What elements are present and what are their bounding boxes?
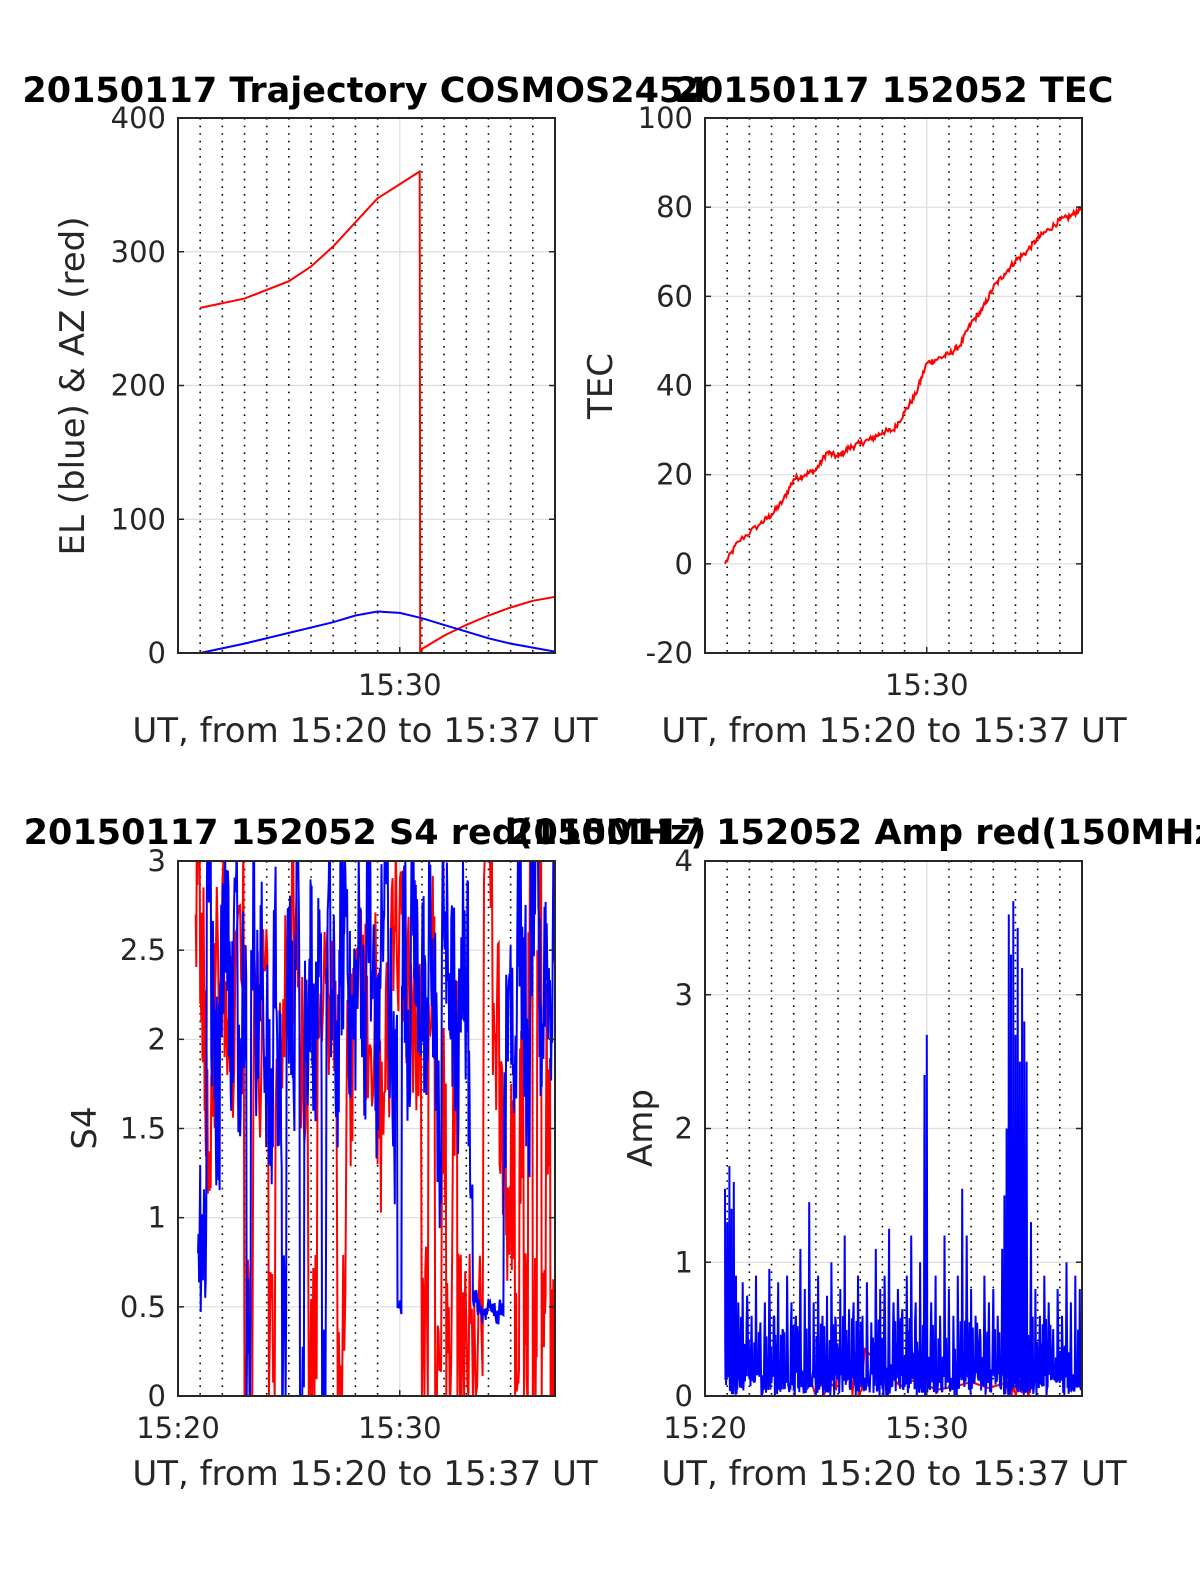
s4-ylabel: S4 xyxy=(65,1106,105,1149)
tec-ytick-label: 40 xyxy=(656,369,693,403)
trajectory-ytick-label: 0 xyxy=(148,636,166,670)
amp-ytick-label: 3 xyxy=(675,978,693,1012)
trajectory-ytick-label: 200 xyxy=(111,369,166,403)
s4-xlabel: UT, from 15:20 to 15:37 UT xyxy=(132,1454,598,1494)
trajectory-xtick-label: 15:30 xyxy=(358,668,442,702)
amp-xtick-label: 15:20 xyxy=(663,1411,747,1445)
trajectory-xlabel: UT, from 15:20 to 15:37 UT xyxy=(132,711,598,751)
tec-xtick-label: 15:30 xyxy=(885,668,969,702)
amp-ytick-label: 2 xyxy=(675,1112,693,1146)
amp-ytick-label: 0 xyxy=(675,1379,693,1413)
panel-tec: -20 0 20 40 60 80 100 15:30 20150117 152052 TEC… xyxy=(581,71,1127,751)
trajectory-series-1 xyxy=(199,610,555,653)
s4-ytick-label: 1 xyxy=(148,1201,166,1235)
s4-title: 20150117 152052 S4 red(150MHz) xyxy=(24,813,707,853)
amp-ytick-label: 1 xyxy=(675,1245,693,1279)
tec-ytick-label: 20 xyxy=(656,458,693,492)
tec-ytick-label: 0 xyxy=(675,547,693,581)
tec-series-0 xyxy=(724,205,1082,565)
s4-xtick-label: 15:30 xyxy=(358,1411,442,1445)
s4-ytick-label: 0.5 xyxy=(120,1290,166,1324)
amp-series-1 xyxy=(724,901,1082,1396)
tec-ytick-label: 80 xyxy=(656,190,693,224)
tec-title: 20150117 152052 TEC xyxy=(675,71,1114,111)
tec-ytick-label: 60 xyxy=(656,279,693,313)
s4-ytick-label: 3 xyxy=(148,844,166,878)
amp-ylabel: Amp xyxy=(621,1089,661,1167)
panel-amp: 0 1 2 3 4 15:20 15:30 20150117 152052 Amp red(… xyxy=(509,813,1200,1494)
s4-series-0 xyxy=(194,861,555,1396)
trajectory-ylabel: EL (blue) & AZ (red) xyxy=(53,216,93,555)
s4-ytick-label: 2 xyxy=(148,1022,166,1056)
s4-ytick-label: 2.5 xyxy=(120,933,166,967)
s4-ytick-label: 0 xyxy=(148,1379,166,1413)
tec-xlabel: UT, from 15:20 to 15:37 UT xyxy=(661,711,1127,751)
panel-s4: 0 0.5 1 1.5 2 2.5 3 15:20 15:30 20150117 152052 … xyxy=(24,813,707,1494)
s4-series-1 xyxy=(197,861,555,1396)
tec-ylabel: TEC xyxy=(581,353,621,420)
trajectory-ytick-label: 100 xyxy=(111,502,166,536)
amp-xlabel: UT, from 15:20 to 15:37 UT xyxy=(661,1454,1127,1494)
trajectory-ytick-label: 300 xyxy=(111,235,166,269)
tec-ytick-label: 100 xyxy=(638,101,693,135)
trajectory-ytick-label: 400 xyxy=(111,101,166,135)
trajectory-title: 20150117 Trajectory COSMOS2454 xyxy=(22,71,707,111)
amp-ytick-label: 4 xyxy=(675,844,693,878)
s4-xtick-label: 15:20 xyxy=(136,1411,220,1445)
trajectory-series-0 xyxy=(199,169,555,653)
amp-title: 20150117 152052 Amp red(150MHz) xyxy=(509,813,1200,853)
tec-ytick-label: -20 xyxy=(646,636,693,670)
amp-xtick-label: 15:30 xyxy=(885,1411,969,1445)
s4-ytick-label: 1.5 xyxy=(120,1112,166,1146)
